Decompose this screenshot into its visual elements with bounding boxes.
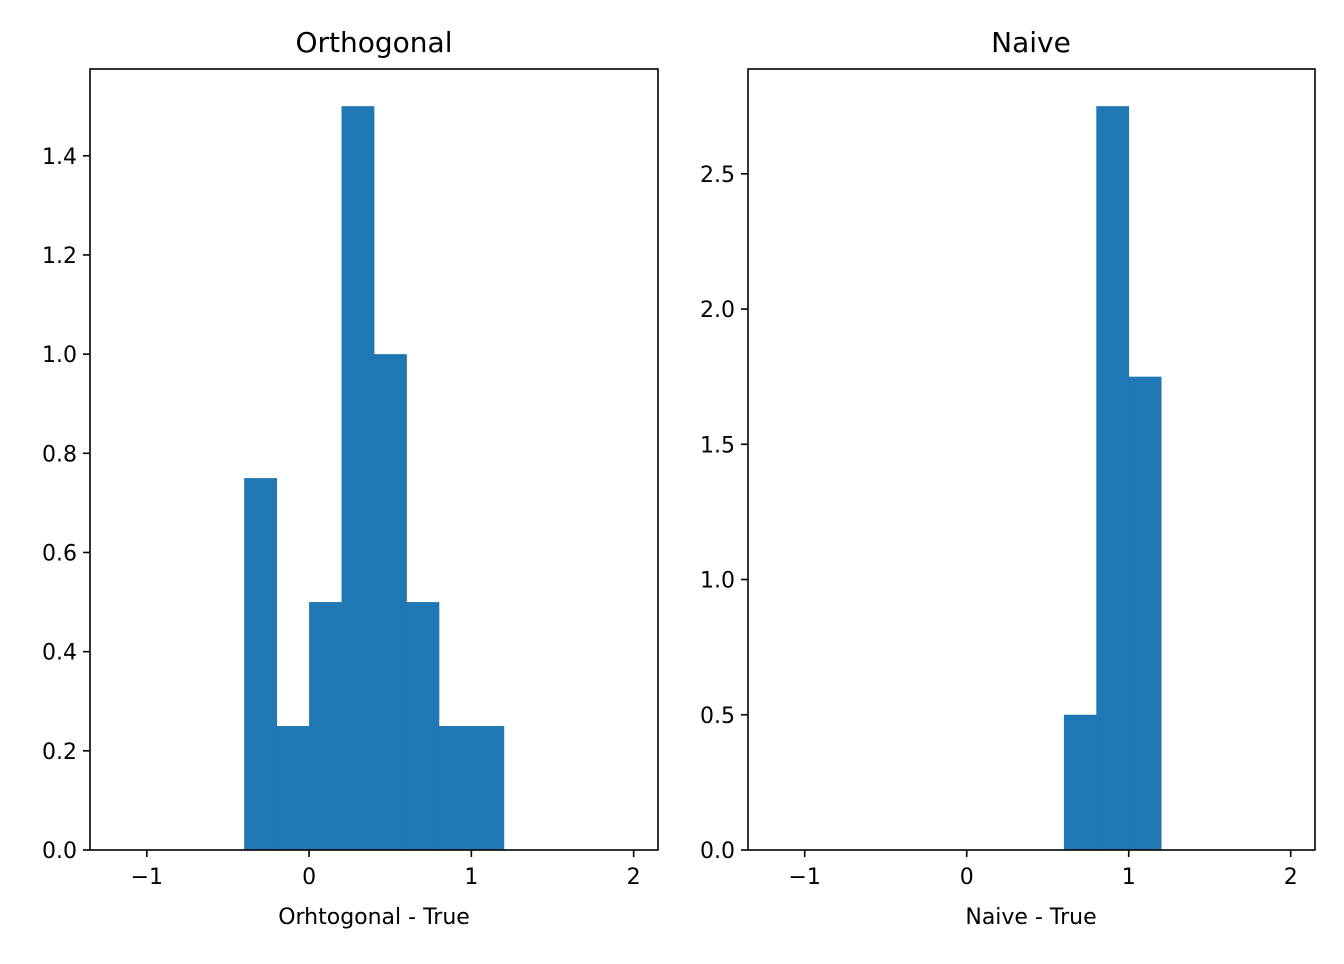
histogram-bar xyxy=(1063,714,1097,850)
y-tick-label: 0.6 xyxy=(42,541,77,566)
x-tick-label: 1 xyxy=(464,865,478,890)
histogram-panel-naive: Naive −1 0 1 2 0.0 0.5 1.0 1.5 2.0 2.5 Naive - T… xyxy=(700,26,1316,930)
x-axis-ticks: −1 0 1 2 xyxy=(131,850,641,890)
chart-title: Naive xyxy=(991,26,1071,59)
histogram-bar xyxy=(471,726,505,850)
y-tick-label: 0.0 xyxy=(700,839,735,864)
y-axis-ticks: 0.0 0.2 0.4 0.6 0.8 1.0 1.2 1.4 xyxy=(42,145,90,864)
axes-frame xyxy=(89,68,659,851)
x-tick-label: −1 xyxy=(788,865,820,890)
y-tick-label: 0.2 xyxy=(42,740,77,765)
x-axis-label: Orhtogonal - True xyxy=(278,905,470,930)
histogram-bar xyxy=(374,354,407,850)
x-tick-label: 0 xyxy=(960,865,974,890)
x-axis-label: Naive - True xyxy=(965,905,1096,930)
x-axis-ticks: −1 0 1 2 xyxy=(788,850,1298,890)
axes-frame xyxy=(747,68,1316,851)
y-tick-label: 1.0 xyxy=(700,569,735,594)
histogram-bar xyxy=(341,106,375,850)
y-tick-label: 1.0 xyxy=(42,343,77,368)
y-tick-label: 0.5 xyxy=(700,704,735,729)
y-axis-ticks: 0.0 0.5 1.0 1.5 2.0 2.5 xyxy=(700,163,748,864)
x-tick-label: 1 xyxy=(1122,865,1136,890)
y-tick-label: 0.0 xyxy=(42,839,77,864)
histogram-bar xyxy=(309,602,342,850)
y-tick-label: 0.8 xyxy=(42,442,77,467)
y-tick-label: 1.4 xyxy=(42,145,77,170)
histogram-panel-orthogonal: Orthogonal −1 0 1 2 0.0 0.2 0.4 0.6 0.8 1.0 1.2 1.… xyxy=(42,26,659,930)
histogram-bar xyxy=(244,478,278,850)
x-tick-label: 2 xyxy=(627,865,641,890)
x-tick-label: 0 xyxy=(302,865,316,890)
histogram-bar xyxy=(276,726,310,850)
x-tick-label: 2 xyxy=(1284,865,1298,890)
histogram-bar xyxy=(1128,376,1162,850)
y-tick-label: 2.0 xyxy=(700,298,735,323)
histogram-bar xyxy=(1096,106,1130,850)
x-tick-label: −1 xyxy=(131,865,163,890)
y-tick-label: 2.5 xyxy=(700,163,735,188)
histogram-bar xyxy=(438,726,472,850)
y-tick-label: 1.5 xyxy=(700,433,735,458)
y-tick-label: 1.2 xyxy=(42,244,77,269)
bars xyxy=(1063,106,1162,850)
histogram-bar xyxy=(406,602,440,850)
bars xyxy=(244,106,505,850)
chart-title: Orthogonal xyxy=(296,26,453,59)
y-tick-label: 0.4 xyxy=(42,641,77,666)
